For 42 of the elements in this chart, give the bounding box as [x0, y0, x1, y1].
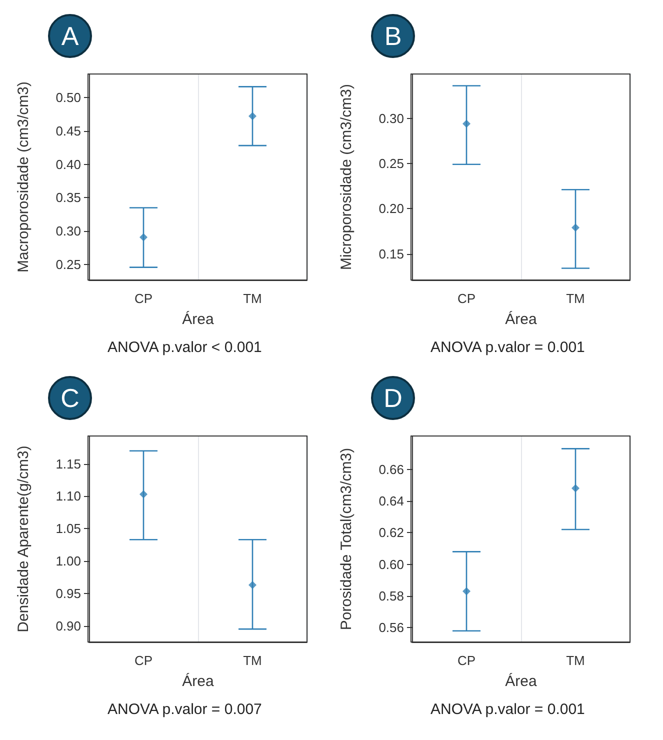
y-tick-label: 1.00: [56, 554, 81, 569]
y-tick-label: 0.20: [378, 201, 404, 216]
x-tick-label: TM: [566, 291, 585, 306]
x-axis-title: Área: [182, 310, 214, 328]
text: ANOVA p.valor = 0.001: [430, 701, 585, 718]
y-tick-label: 0.15: [378, 246, 404, 262]
y-axis-title: Microporosidade (cm3/cm3): [338, 84, 355, 270]
y-tick-label: 0.30: [56, 224, 81, 239]
y-tick-label: 0.66: [378, 462, 404, 477]
x-axis-title: Área: [182, 672, 214, 690]
y-tick-label: 0.62: [378, 525, 404, 540]
x-tick-label: CP: [134, 291, 153, 306]
y-tick-label: 1.10: [56, 488, 81, 504]
y-tick-label: 0.56: [378, 620, 404, 636]
y-axis-title: Macroporosidade (cm3/cm3): [15, 82, 32, 272]
y-axis-title: Densidade Aparente(g/cm3): [15, 446, 32, 632]
y-tick-label: 0.60: [378, 556, 404, 572]
x-tick-label: TM: [243, 291, 262, 306]
y-tick-label: 1.15: [56, 456, 81, 472]
text: ANOVA p.valor < 0.001: [108, 339, 262, 356]
x-tick-label: CP: [457, 291, 476, 306]
x-tick-label: CP: [457, 653, 476, 668]
y-tick-label: 0.30: [378, 110, 404, 126]
x-tick-label: CP: [134, 653, 153, 668]
text: ANOVA p.valor = 0.001: [430, 339, 585, 356]
text: ANOVA p.valor = 0.007: [108, 701, 262, 718]
y-tick-label: 0.45: [56, 123, 81, 138]
x-axis-title: Área: [505, 672, 538, 690]
y-tick-label: 0.95: [56, 586, 81, 601]
x-axis-title: Área: [505, 310, 538, 328]
x-tick-label: TM: [243, 653, 262, 668]
y-tick-label: 1.05: [56, 521, 81, 536]
y-tick-label: 0.25: [378, 156, 404, 171]
y-tick-label: 0.64: [378, 493, 404, 508]
y-tick-label: 0.90: [56, 618, 81, 634]
y-tick-label: 0.58: [378, 588, 404, 604]
y-axis-title: Porosidade Total(cm3/cm3): [338, 448, 355, 630]
y-tick-label: 0.25: [56, 257, 81, 272]
y-tick-label: 0.50: [56, 90, 81, 105]
y-tick-label: 0.40: [56, 156, 81, 172]
y-tick-label: 0.35: [56, 190, 81, 206]
x-tick-label: TM: [566, 653, 585, 668]
